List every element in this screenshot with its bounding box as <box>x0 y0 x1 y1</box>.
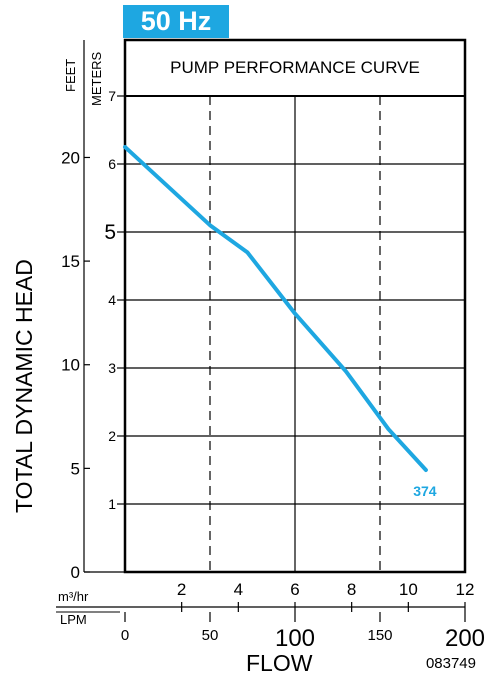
m3hr-tick-label-6: 6 <box>290 580 299 599</box>
m3hr-tick-label-10: 10 <box>399 580 418 599</box>
lpm-tick-label-150: 150 <box>367 627 392 644</box>
plot-frame <box>123 38 467 574</box>
axis-layer <box>56 38 467 613</box>
m3hr-tick-label-8: 8 <box>347 580 356 599</box>
series-line-374 <box>123 145 428 472</box>
feet-tick-label-0: 0 <box>71 563 80 582</box>
feet-tick-label-15: 15 <box>61 252 80 271</box>
lpm-unit-label: LPM <box>60 612 87 627</box>
lpm-tick-label-0: 0 <box>121 627 129 644</box>
feet-tick-label-20: 20 <box>61 148 80 167</box>
lpm-tick-label-100: 100 <box>275 625 315 652</box>
feet-tick-label-10: 10 <box>61 356 80 375</box>
feet-tick-label-5: 5 <box>71 459 80 478</box>
meters-tick-label-2: 2 <box>108 428 116 444</box>
meters-tick-label-1: 1 <box>108 496 116 512</box>
series-layer: 374 <box>123 145 437 499</box>
m3hr-tick-label-2: 2 <box>177 580 186 599</box>
meters-tick-label-5: 5 <box>104 221 116 244</box>
meters-tick-label-3: 3 <box>108 360 116 376</box>
m3hr-tick-label-12: 12 <box>456 580 475 599</box>
meters-tick-label-7: 7 <box>108 88 116 104</box>
grid-layer <box>125 95 465 572</box>
meters-tick-label-4: 4 <box>108 292 116 308</box>
m3hr-unit-label: m³/hr <box>58 589 89 604</box>
lpm-tick-label-50: 50 <box>202 627 219 644</box>
feet-unit-label: FEET <box>63 58 78 92</box>
series-label-374: 374 <box>413 483 437 499</box>
x-axis-label: FLOW <box>246 650 313 676</box>
m3hr-tick-label-4: 4 <box>234 580 243 599</box>
document-code: 083749 <box>425 655 476 672</box>
meters-unit-label: METERS <box>89 51 104 106</box>
meters-tick-label-6: 6 <box>108 156 116 172</box>
chart-title: PUMP PERFORMANCE CURVE <box>170 58 420 77</box>
y-axis-label: TOTAL DYNAMIC HEAD <box>11 259 37 513</box>
frequency-badge: 50 Hz <box>123 5 229 38</box>
lpm-tick-label-200: 200 <box>445 625 485 652</box>
